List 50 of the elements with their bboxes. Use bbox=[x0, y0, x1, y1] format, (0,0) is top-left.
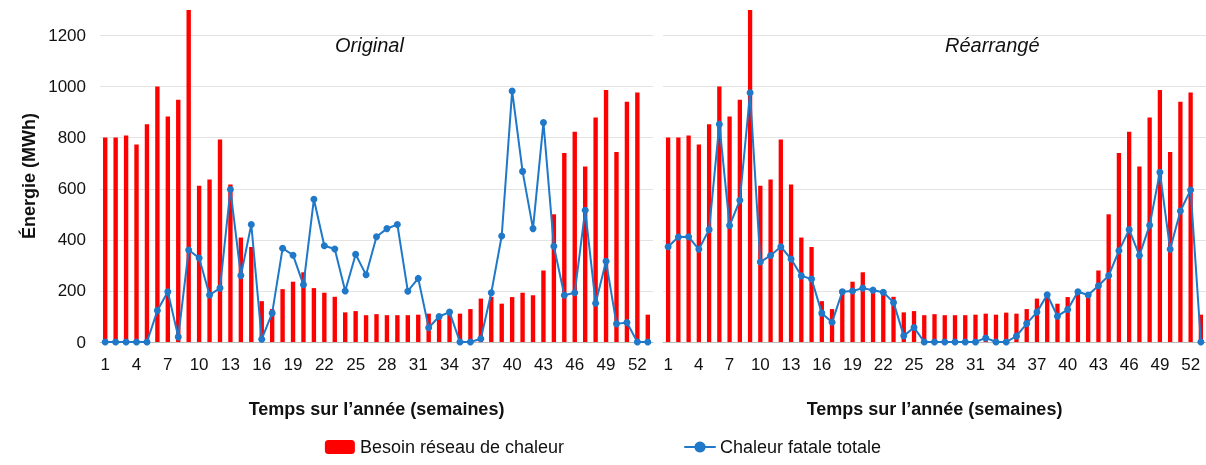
x-tick-label: 34 bbox=[440, 355, 459, 374]
x-tick-label: 40 bbox=[1058, 355, 1078, 374]
y-tick-label: 1200 bbox=[48, 26, 86, 46]
x-tick-label: 19 bbox=[843, 355, 862, 374]
x-tick-label: 25 bbox=[346, 355, 366, 374]
text: Réarrangé bbox=[945, 34, 1040, 56]
x-tick-label: 52 bbox=[627, 355, 647, 374]
y-tick-label: 800 bbox=[57, 128, 86, 148]
x-tick-label: 46 bbox=[565, 355, 585, 374]
x-tick-label: 37 bbox=[1027, 355, 1047, 374]
x-tick-label: 16 bbox=[252, 355, 272, 374]
x-axis-title: Temps sur l’année (semaines) bbox=[248, 399, 505, 419]
x-tick-label: 31 bbox=[966, 355, 985, 374]
y-tick-label: 200 bbox=[57, 281, 86, 301]
x-tick-label: 13 bbox=[781, 355, 801, 374]
x-tick-label: 22 bbox=[873, 355, 893, 374]
x-axis-title: Temps sur l’année (semaines) bbox=[806, 399, 1063, 419]
x-tick-label: 7 bbox=[163, 355, 173, 374]
y-tick-label: 600 bbox=[57, 179, 86, 199]
x-tick-label: 43 bbox=[533, 355, 553, 374]
x-tick-label: 46 bbox=[1119, 355, 1139, 374]
x-tick-label: 10 bbox=[189, 355, 209, 374]
y-tick-label: 1000 bbox=[48, 77, 86, 97]
x-tick-label: 1 bbox=[100, 355, 110, 374]
y-tick-label: 400 bbox=[57, 230, 86, 250]
x-tick-label: 10 bbox=[750, 355, 770, 374]
x-tick-label: 1 bbox=[663, 355, 673, 374]
x-tick-label: 49 bbox=[596, 355, 616, 374]
x-tick-label: 34 bbox=[996, 355, 1016, 374]
x-tick-label: 31 bbox=[408, 355, 428, 374]
x-tick-label: 16 bbox=[812, 355, 832, 374]
x-tick-label: 49 bbox=[1150, 355, 1170, 374]
legend-label: Chaleur fatale totale bbox=[720, 437, 882, 457]
x-tick-label: 13 bbox=[220, 355, 240, 374]
x-tick-label: 4 bbox=[131, 355, 142, 374]
legend-label: Besoin réseau de chaleur bbox=[359, 437, 565, 457]
x-tick-label: 28 bbox=[377, 355, 397, 374]
x-tick-label: 25 bbox=[904, 355, 924, 374]
y-axis-title: Énergie (MWh) bbox=[18, 113, 39, 239]
x-tick-label: 52 bbox=[1181, 355, 1201, 374]
x-tick-label: 37 bbox=[471, 355, 491, 374]
x-tick-label: 28 bbox=[935, 355, 955, 374]
y-tick-label: 0 bbox=[76, 332, 86, 352]
x-tick-label: 43 bbox=[1088, 355, 1108, 374]
text: Original bbox=[335, 34, 405, 56]
x-tick-label: 22 bbox=[314, 355, 334, 374]
x-tick-label: 7 bbox=[724, 355, 735, 374]
x-tick-label: 40 bbox=[502, 355, 522, 374]
x-tick-label: 19 bbox=[283, 355, 303, 374]
x-tick-label: 4 bbox=[694, 355, 704, 374]
